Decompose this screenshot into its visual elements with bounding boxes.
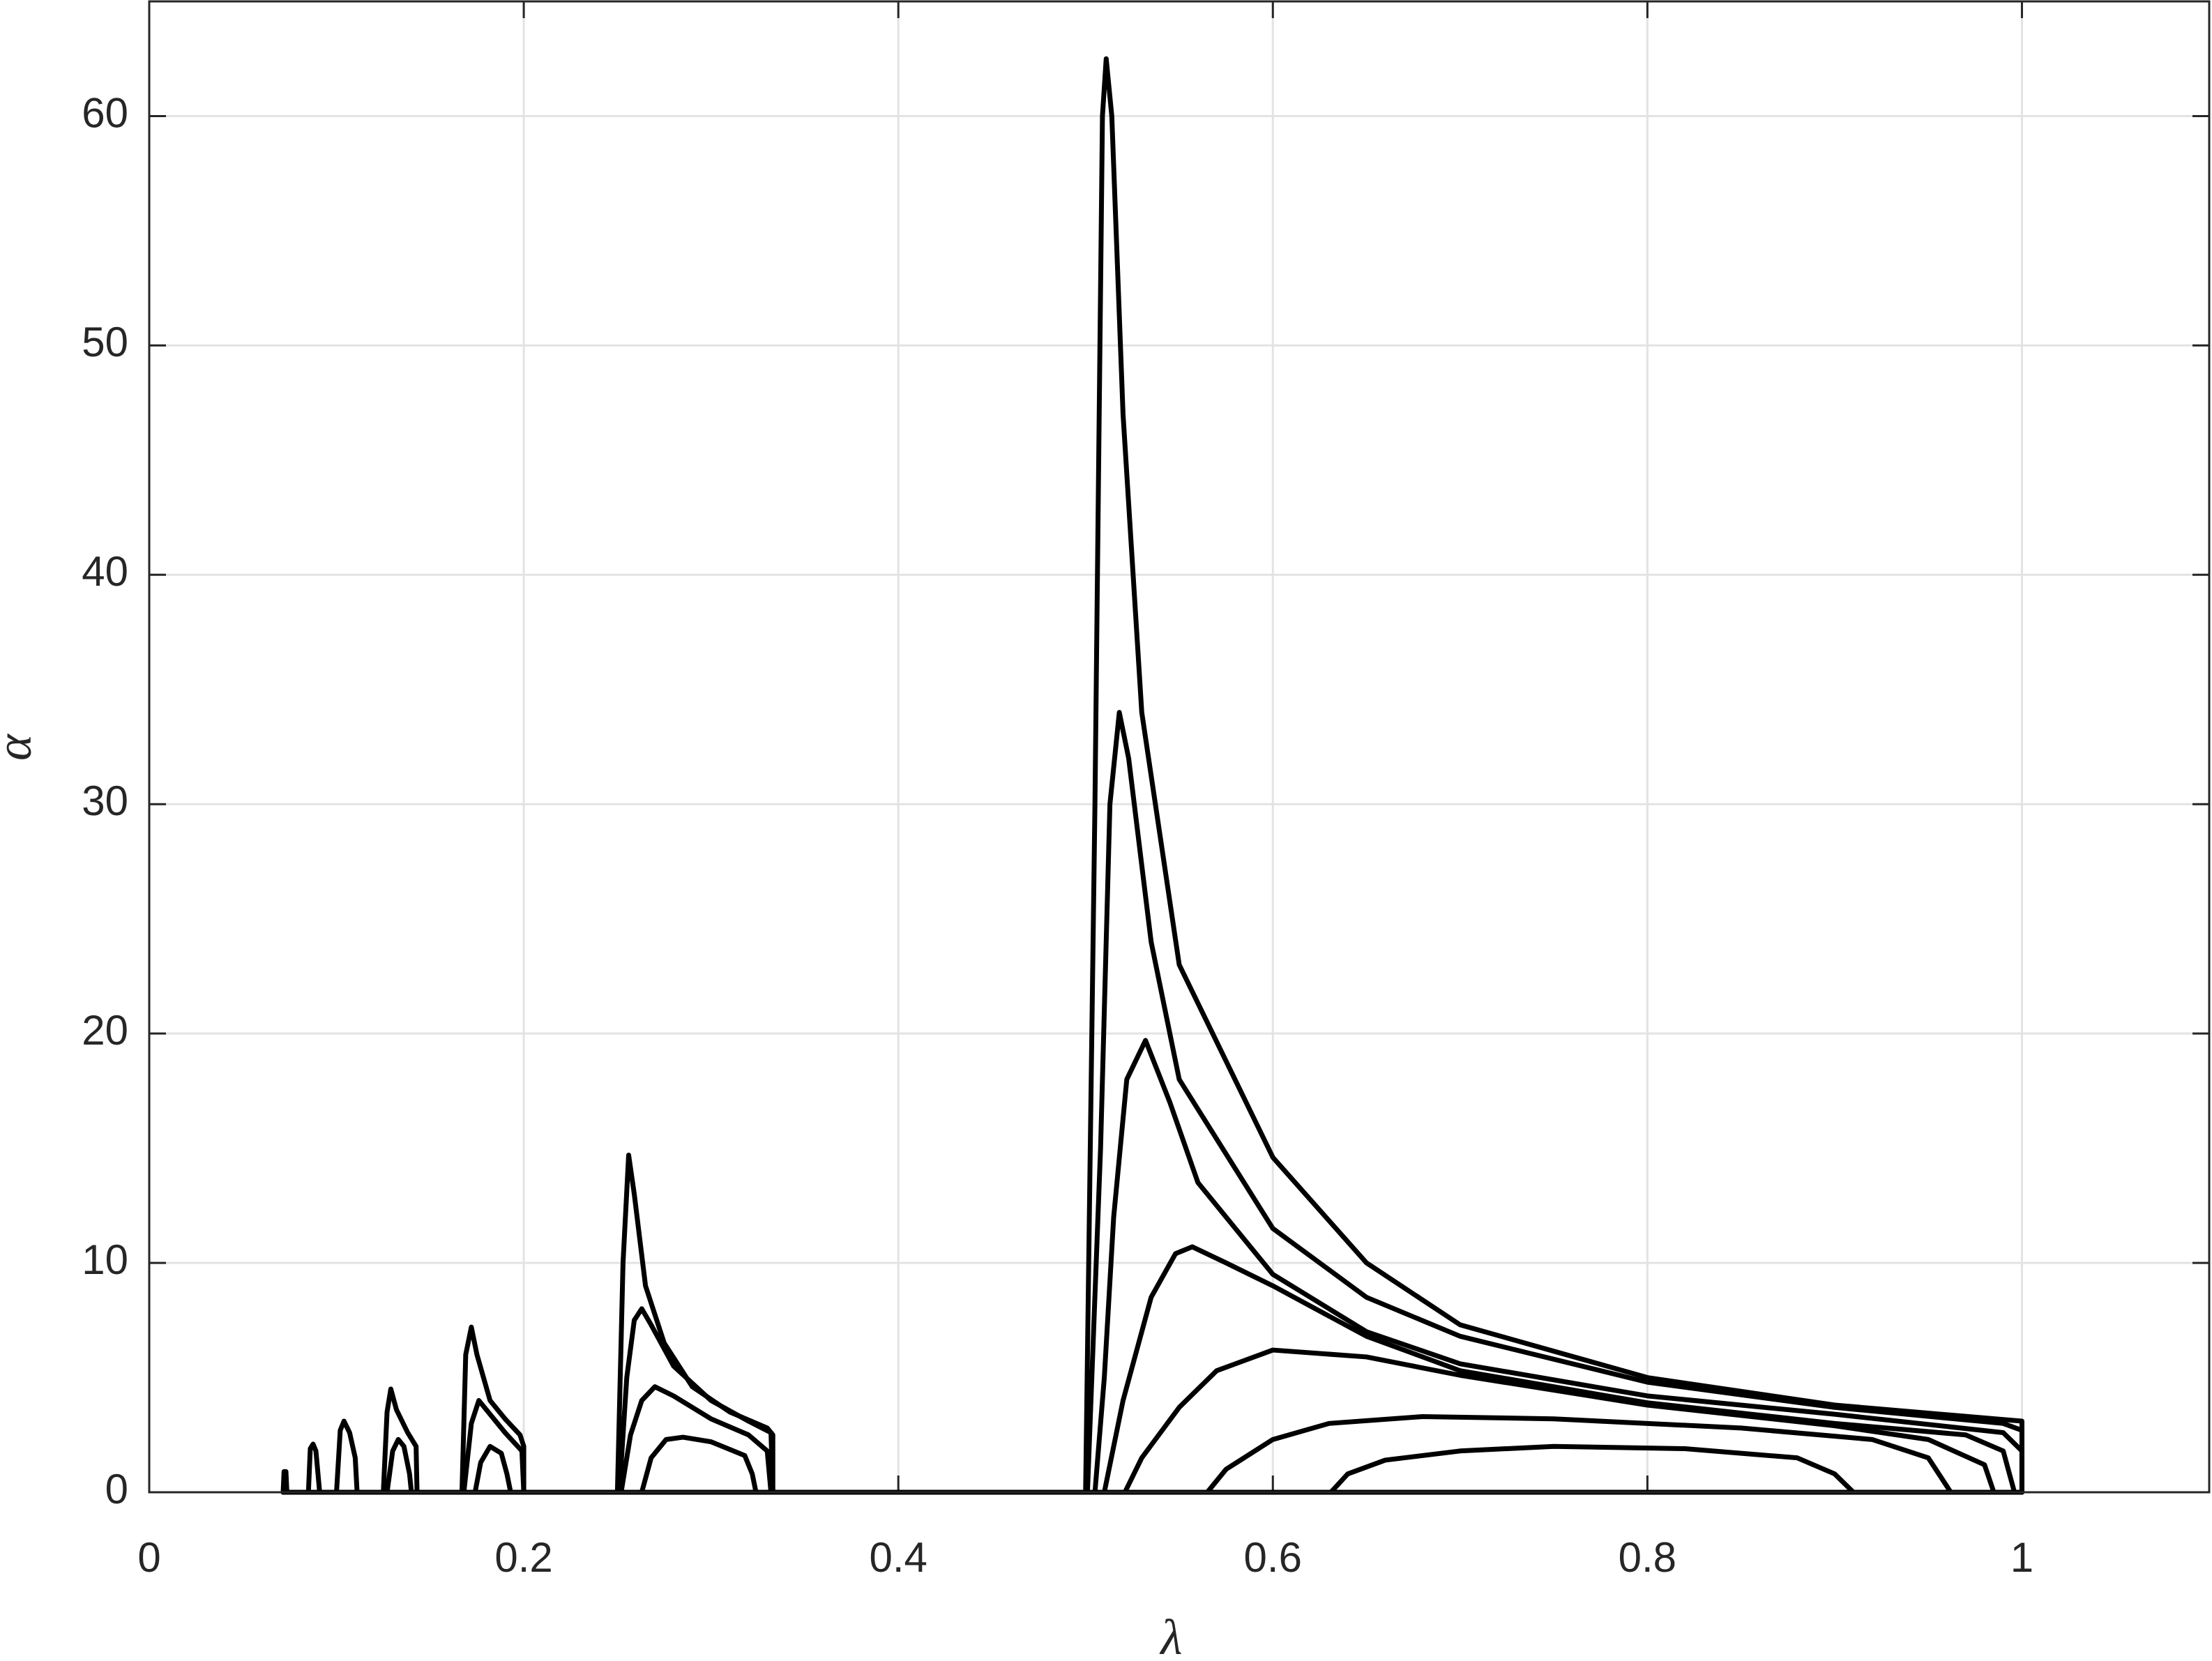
curve xyxy=(384,1436,414,1495)
curve xyxy=(1084,710,2024,1495)
x-tick-label: 0 xyxy=(137,1534,160,1581)
curve xyxy=(381,1386,420,1495)
x-tick-label: 0.4 xyxy=(869,1534,927,1581)
curve xyxy=(1083,56,2024,1495)
curve xyxy=(472,1443,513,1495)
x-tick-label: 0.2 xyxy=(494,1534,552,1581)
curve xyxy=(1328,1443,1856,1495)
curve xyxy=(614,1152,775,1495)
x-axis-label: λ xyxy=(1159,1609,1182,1661)
curve xyxy=(619,1384,774,1495)
y-tick-label: 40 xyxy=(82,548,128,595)
curve xyxy=(280,1469,289,1495)
x-tick-label: 1 xyxy=(2010,1534,2033,1581)
y-axis-label: α xyxy=(0,734,42,761)
y-tick-label: 60 xyxy=(82,89,128,136)
curve xyxy=(639,1434,759,1495)
x-tick-label: 0.8 xyxy=(1619,1534,1676,1581)
y-tick-label: 0 xyxy=(105,1466,128,1512)
curve xyxy=(1092,1038,2024,1495)
y-tick-label: 10 xyxy=(82,1236,128,1283)
curve xyxy=(1204,1413,1953,1495)
curve xyxy=(1102,1244,2017,1495)
plot-frame xyxy=(148,0,2211,1494)
curve xyxy=(616,1306,775,1495)
curve xyxy=(334,1418,360,1495)
curve xyxy=(459,1324,527,1495)
curve xyxy=(461,1397,527,1495)
y-tick-label: 20 xyxy=(82,1007,128,1054)
curve xyxy=(1122,1347,1997,1495)
x-tick-label: 0.6 xyxy=(1244,1534,1302,1581)
curve xyxy=(305,1441,322,1495)
y-tick-label: 50 xyxy=(82,319,128,365)
y-tick-label: 30 xyxy=(82,778,128,824)
